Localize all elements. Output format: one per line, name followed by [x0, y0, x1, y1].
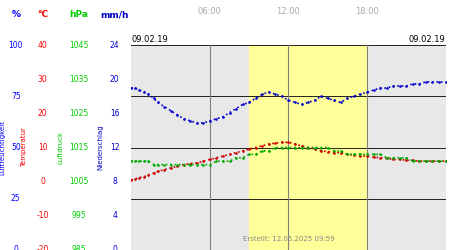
Text: 1035: 1035 — [69, 75, 89, 84]
Text: -20: -20 — [36, 246, 49, 250]
Text: 12: 12 — [110, 143, 120, 152]
Text: 24: 24 — [110, 40, 120, 50]
Text: 995: 995 — [72, 211, 86, 220]
Text: 50: 50 — [11, 143, 21, 152]
Text: Luftfeuchtigkeit: Luftfeuchtigkeit — [0, 120, 5, 175]
Text: 12:00: 12:00 — [277, 8, 300, 16]
Text: 06:00: 06:00 — [198, 8, 222, 16]
Text: 0: 0 — [14, 246, 18, 250]
Text: 1015: 1015 — [69, 143, 88, 152]
Text: 20: 20 — [110, 75, 120, 84]
Text: 100: 100 — [9, 40, 23, 50]
Text: Luftdruck: Luftdruck — [58, 131, 64, 164]
Text: 25: 25 — [11, 194, 21, 203]
Text: 1005: 1005 — [69, 177, 89, 186]
Text: 1045: 1045 — [69, 40, 89, 50]
Text: 1025: 1025 — [69, 109, 88, 118]
Text: 10: 10 — [38, 143, 48, 152]
Text: 18:00: 18:00 — [355, 8, 379, 16]
Text: 0: 0 — [40, 177, 45, 186]
Text: 20: 20 — [38, 109, 48, 118]
Text: °C: °C — [37, 10, 48, 19]
Text: -10: -10 — [36, 211, 49, 220]
Text: mm/h: mm/h — [100, 10, 129, 19]
Text: 0: 0 — [112, 246, 117, 250]
Text: 75: 75 — [11, 92, 21, 101]
Text: 4: 4 — [112, 211, 117, 220]
Text: Temperatur: Temperatur — [21, 128, 27, 168]
Text: %: % — [11, 10, 20, 19]
Text: 09.02.19: 09.02.19 — [131, 35, 168, 44]
Text: 16: 16 — [110, 109, 120, 118]
Text: Niederschlag: Niederschlag — [97, 125, 103, 170]
Text: 30: 30 — [38, 75, 48, 84]
Text: hPa: hPa — [69, 10, 88, 19]
Text: 40: 40 — [38, 40, 48, 50]
Text: 09.02.19: 09.02.19 — [409, 35, 446, 44]
Text: Erstellt: 12.05.2025 09:59: Erstellt: 12.05.2025 09:59 — [243, 236, 334, 242]
Text: 985: 985 — [72, 246, 86, 250]
Bar — [249, 45, 367, 250]
Text: 8: 8 — [112, 177, 117, 186]
